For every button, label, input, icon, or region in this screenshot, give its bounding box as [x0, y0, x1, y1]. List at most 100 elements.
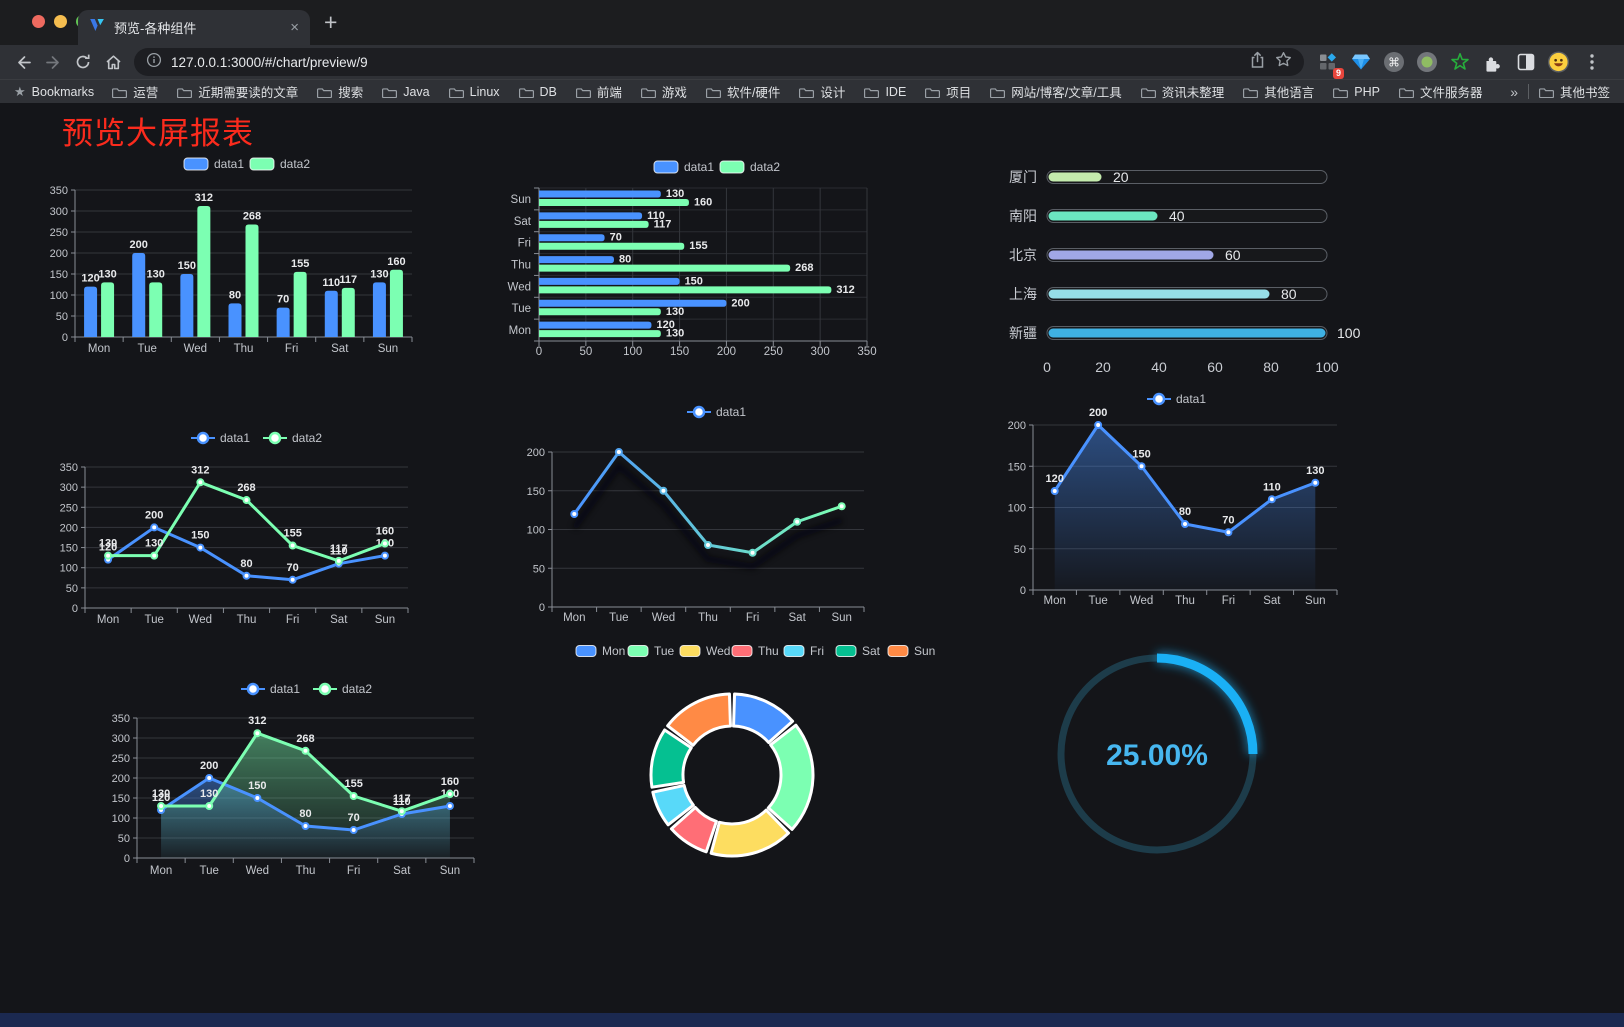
svg-text:200: 200	[527, 447, 545, 459]
svg-text:Sun: Sun	[914, 644, 935, 658]
svg-text:117: 117	[654, 218, 672, 230]
half-square-extension-icon[interactable]	[1514, 51, 1537, 74]
svg-text:Wed: Wed	[652, 612, 675, 624]
bookmark-folder[interactable]: 游戏	[640, 82, 687, 101]
bookmarks-bar: ★ Bookmarks 运营 近期需要读的文章 搜索 Java Linux DB 前端 游戏 软…	[0, 79, 1624, 103]
site-favicon-icon	[89, 18, 105, 37]
grouped-bar-chart[interactable]: data1 data2 0 50 100 150 200 250 300 350 Mon Tue Wed…	[30, 150, 425, 380]
bookmark-folder[interactable]: 运营	[112, 82, 158, 101]
bookmark-folder[interactable]: DB	[518, 85, 557, 99]
progress-bar-chart[interactable]: 厦门 20 南阳 40 北京 60 上海 80 新疆 100 0 20 40 60 80 100	[985, 150, 1380, 390]
bookmark-star-icon[interactable]	[1275, 51, 1292, 73]
emoji-avatar[interactable]	[1547, 51, 1570, 74]
svg-text:Thu: Thu	[698, 612, 718, 624]
svg-text:20: 20	[1095, 359, 1111, 375]
bookmark-folder[interactable]: 软件/硬件	[705, 82, 780, 101]
svg-text:data1: data1	[270, 682, 300, 696]
horizontal-bar-chart[interactable]: data1 data2 0 50 100 150 200 250 300 350 Mon 120 130…	[497, 155, 892, 375]
site-info-icon[interactable]	[146, 52, 162, 73]
bookmark-folder[interactable]: 近期需要读的文章	[177, 82, 298, 101]
bookmark-folder[interactable]: 项目	[925, 82, 971, 101]
other-bookmarks[interactable]: 其他书签	[1538, 82, 1610, 101]
svg-text:155: 155	[344, 778, 362, 790]
svg-text:Sat: Sat	[330, 614, 348, 626]
gem-extension-icon[interactable]	[1349, 51, 1372, 74]
bookmark-folder-label: 近期需要读的文章	[198, 86, 299, 100]
svg-text:200: 200	[145, 509, 163, 521]
area-line-chart[interactable]: data1 0 50 100 150 200 Mon Tue Wed Thu Fri Sat Sun 12…	[985, 388, 1370, 623]
svg-text:100: 100	[60, 563, 78, 575]
browser-tab[interactable]: 预览-各种组件 ×	[78, 10, 310, 45]
folder-icon	[1333, 87, 1349, 98]
bookmark-folder-label: 游戏	[661, 86, 687, 100]
multi-line-chart[interactable]: data1 data2 0 50 100 150 200 250 300 350 Mon Tue Wed…	[40, 425, 435, 645]
bookmarks-separator	[1527, 84, 1529, 99]
bookmark-folder-label: 文件服务器	[1419, 86, 1483, 100]
svg-text:0: 0	[1043, 359, 1051, 375]
green-star-extension-icon[interactable]	[1448, 51, 1471, 74]
bookmarks-right-group: » 其他书签	[1510, 82, 1610, 101]
bookmark-folder[interactable]: PHP	[1333, 85, 1380, 99]
svg-text:0: 0	[536, 346, 542, 358]
svg-text:data2: data2	[292, 431, 322, 445]
svg-text:Sat: Sat	[1263, 595, 1281, 607]
bookmark-folder[interactable]: 设计	[799, 82, 845, 101]
bookmark-folder[interactable]: 网站/博客/文章/工具	[990, 82, 1122, 101]
share-icon[interactable]	[1249, 51, 1266, 74]
multi-area-line-chart[interactable]: data1 data2 0 50 100 150 200 250 300 350 Mon Tue Wed…	[97, 675, 492, 895]
bookmark-folder[interactable]: IDE	[864, 85, 906, 99]
svg-text:80: 80	[299, 808, 311, 820]
window-minimize-button[interactable]	[54, 15, 67, 28]
reload-button[interactable]	[68, 53, 98, 71]
window-titlebar: 预览-各种组件 × +	[0, 0, 1624, 45]
folder-icon	[177, 87, 193, 98]
donut-chart[interactable]: Mon Tue Wed Thu Fri Sat Sun	[535, 635, 945, 890]
svg-text:150: 150	[112, 793, 130, 805]
gauge-chart[interactable]: 25.00%	[1040, 640, 1275, 880]
gradient-line-chart[interactable]: data1 0 50 100 150 200 Mon Tue Wed Thu Fri Sat Sun	[500, 400, 890, 640]
tab-close-icon[interactable]: ×	[290, 19, 299, 36]
puzzle-extension-icon[interactable]	[1481, 51, 1504, 74]
svg-text:50: 50	[579, 346, 592, 358]
new-tab-button[interactable]: +	[324, 9, 338, 35]
svg-text:110: 110	[647, 210, 665, 222]
svg-text:Tue: Tue	[654, 644, 675, 658]
forward-button[interactable]	[38, 53, 68, 72]
svg-text:Sun: Sun	[375, 614, 395, 626]
bookmarks-label: Bookmarks	[31, 84, 95, 99]
grid-diamond-extension-icon[interactable]: 9	[1316, 51, 1344, 79]
bookmark-folder[interactable]: 其他语言	[1243, 82, 1314, 101]
svg-text:Thu: Thu	[758, 644, 779, 658]
window-close-button[interactable]	[32, 15, 45, 28]
svg-text:80: 80	[240, 558, 252, 570]
svg-text:Wed: Wed	[706, 644, 730, 658]
bookmark-folder[interactable]: Java	[382, 84, 430, 99]
bookmark-folder-label: 其他语言	[1264, 86, 1315, 100]
svg-text:data1: data1	[220, 431, 250, 445]
home-button[interactable]	[98, 53, 128, 72]
svg-text:312: 312	[191, 464, 209, 476]
browser-menu-icon[interactable]	[1580, 51, 1603, 74]
bookmarks-manager[interactable]: ★ Bookmarks	[14, 85, 94, 99]
back-button[interactable]	[8, 53, 38, 72]
svg-text:350: 350	[112, 713, 130, 725]
svg-text:Thu: Thu	[1175, 595, 1195, 607]
bookmark-folder[interactable]: Linux	[448, 85, 500, 99]
svg-text:data1: data1	[716, 405, 746, 419]
svg-text:150: 150	[60, 543, 78, 555]
svg-text:155: 155	[689, 240, 707, 252]
bookmark-folder[interactable]: 资讯未整理	[1140, 82, 1224, 101]
address-bar[interactable]: 127.0.0.1:3000/#/chart/preview/9	[134, 48, 1304, 76]
svg-text:100: 100	[527, 525, 545, 537]
bookmark-folder[interactable]: 文件服务器	[1398, 82, 1483, 101]
bookmarks-overflow-icon[interactable]: »	[1510, 83, 1518, 100]
chart-canvas: 25.00%	[1057, 652, 1259, 854]
command-extension-icon[interactable]: ⌘	[1382, 51, 1405, 74]
svg-text:160: 160	[387, 256, 405, 268]
bookmark-folder-label: Java	[403, 84, 430, 99]
svg-text:0: 0	[62, 332, 68, 344]
bookmark-folder[interactable]: 搜索	[317, 82, 363, 101]
svg-text:0: 0	[124, 853, 130, 865]
recorder-extension-icon[interactable]	[1415, 51, 1438, 74]
bookmark-folder[interactable]: 前端	[575, 82, 622, 101]
